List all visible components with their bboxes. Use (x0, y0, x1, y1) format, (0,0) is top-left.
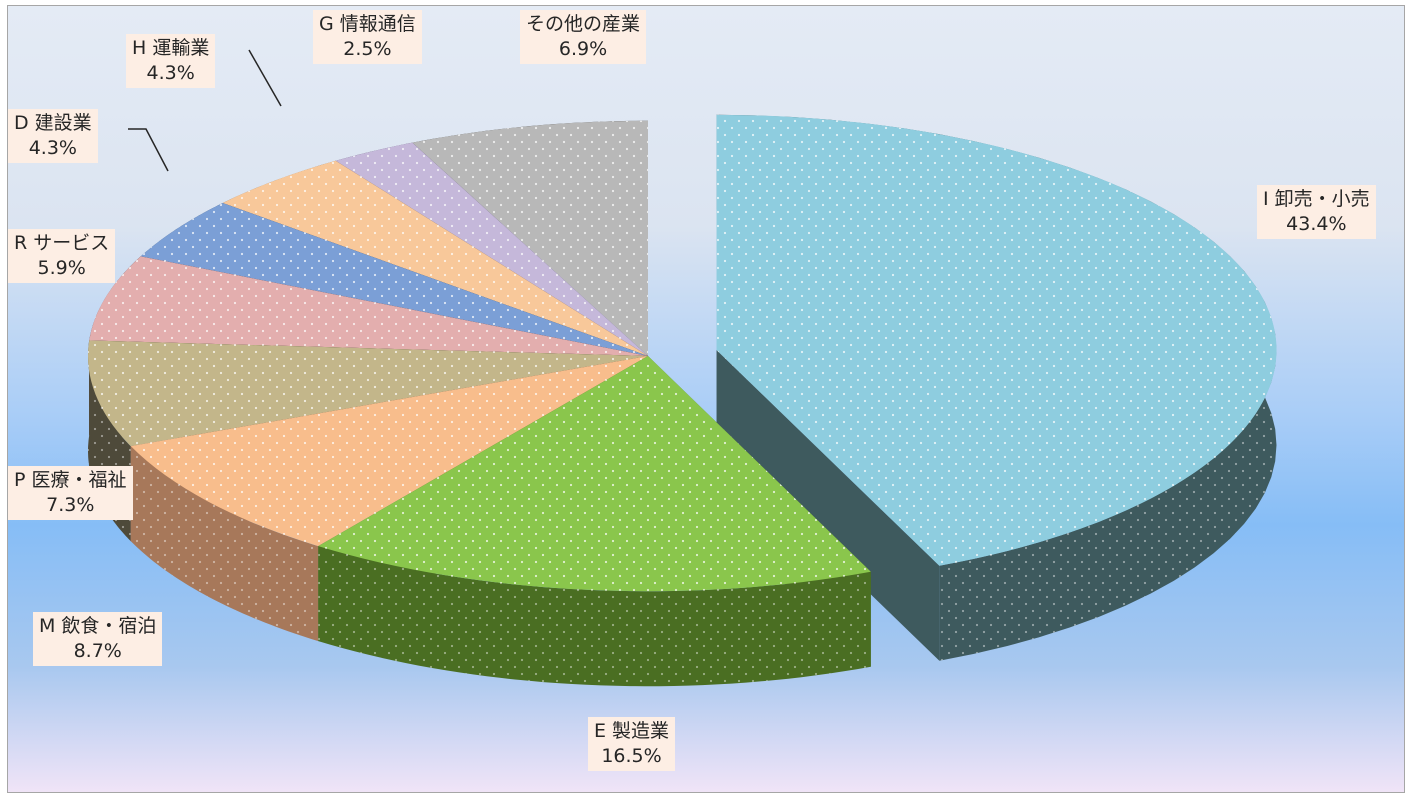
data-label-category: その他の産業 (526, 13, 641, 35)
data-label-inshoku: M 飲食・宿泊 8.7% (33, 612, 163, 666)
data-label-percent: 7.3% (46, 494, 95, 516)
chart-area: I 卸売・小売 43.4% E 製造業 16.5% M 飲食・宿泊 8.7% P… (7, 5, 1405, 793)
leader-line-unyu (248, 49, 282, 107)
data-label-percent: 4.3% (28, 137, 77, 159)
data-label-category: E 製造業 (594, 720, 670, 742)
data-label-iryou: P 医療・福祉 7.3% (8, 466, 133, 520)
data-label-category: G 情報通信 (319, 13, 416, 35)
data-label-category: H 運輸業 (132, 37, 210, 59)
data-label-percent: 6.9% (558, 38, 608, 60)
data-label-percent: 16.5% (601, 745, 662, 767)
leader-line-kensetsu (128, 128, 169, 172)
pie-slice-seizougyou (318, 356, 871, 687)
data-label-category: P 医療・福祉 (14, 469, 127, 491)
data-label-percent: 5.9% (37, 257, 86, 279)
data-label-category: R サービス (14, 232, 110, 254)
data-label-jouhou: G 情報通信 2.5% (313, 10, 422, 64)
data-label-percent: 8.7% (73, 640, 122, 662)
data-label-seizougyou: E 製造業 16.5% (588, 717, 676, 771)
data-label-category: I 卸売・小売 (1263, 188, 1370, 210)
data-label-percent: 2.5% (343, 38, 392, 60)
data-label-unyu: H 運輸業 4.3% (126, 34, 216, 88)
data-label-percent: 43.4% (1286, 213, 1347, 235)
data-label-sonota: その他の産業 6.9% (520, 10, 647, 64)
data-label-percent: 4.3% (146, 62, 195, 84)
data-label-category: D 建設業 (14, 112, 92, 134)
pie-chart (87, 49, 1277, 687)
data-label-category: M 飲食・宿泊 (39, 615, 157, 637)
data-label-service: R サービス 5.9% (8, 229, 116, 283)
data-label-kensetsu: D 建設業 4.3% (8, 109, 98, 163)
pie-slice-oroshiuri (716, 114, 1277, 661)
data-label-oroshiuri: I 卸売・小売 43.4% (1257, 185, 1376, 239)
